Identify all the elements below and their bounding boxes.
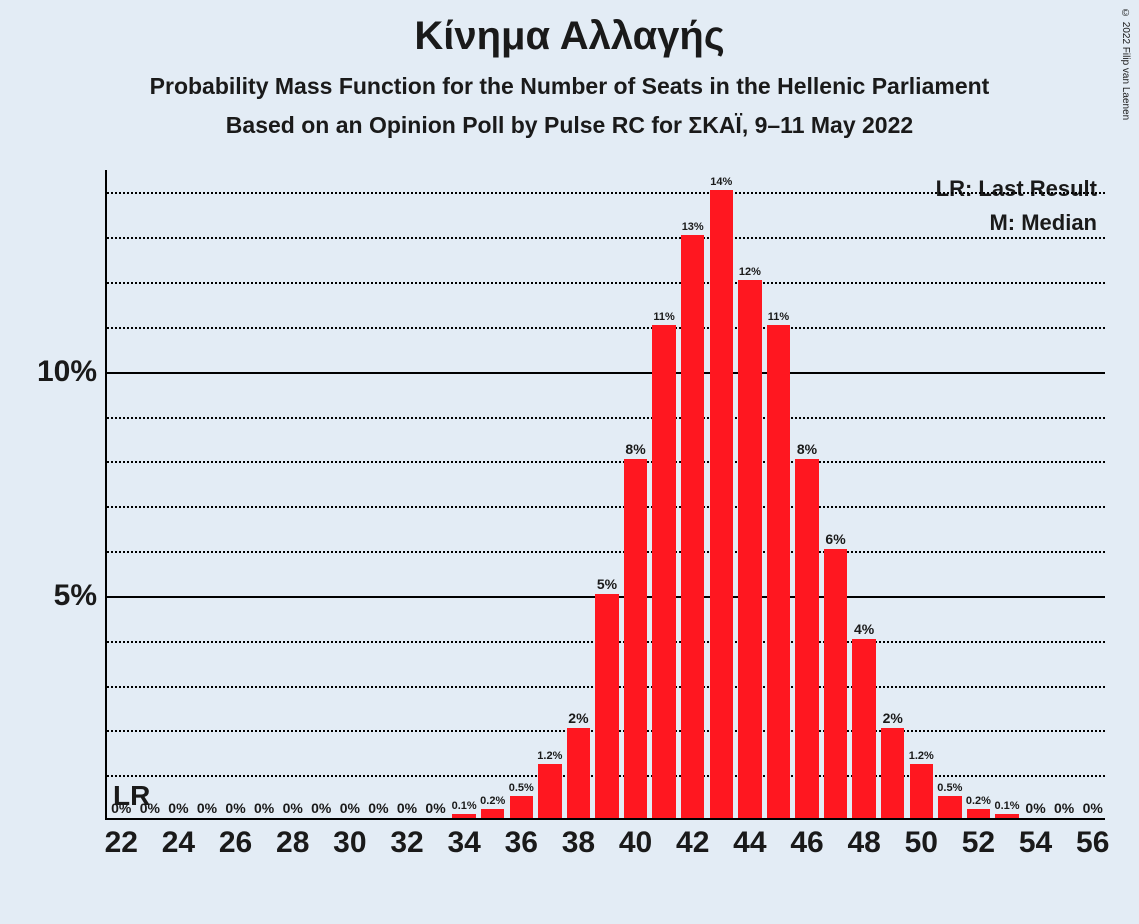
gridline-minor [107, 327, 1105, 329]
gridline-minor [107, 237, 1105, 239]
x-tick-label: 54 [1019, 826, 1052, 860]
bar-value-label: 6% [825, 531, 845, 547]
gridline-minor [107, 192, 1105, 194]
bar: 12% [738, 280, 761, 818]
bar-value-label: 8% [797, 441, 817, 457]
bar: 8% [624, 459, 647, 818]
bar-value-label: 0% [140, 800, 160, 816]
bar: 4% [852, 639, 875, 818]
chart-plot-area: LR: Last Result M: Median LR M 5%10%0%0%… [105, 170, 1105, 820]
bar-value-label: 0% [283, 800, 303, 816]
chart-subtitle-2: Based on an Opinion Poll by Pulse RC for… [0, 112, 1139, 139]
legend-median: M: Median [989, 210, 1097, 236]
bar: 0.5% [510, 796, 533, 818]
bar-value-label: 2% [568, 710, 588, 726]
bar-value-label: 11% [653, 311, 674, 323]
bar: 11% [652, 325, 675, 818]
bar-value-label: 0% [111, 800, 131, 816]
bar-value-label: 0.5% [509, 782, 534, 794]
bar-value-label: 0% [225, 800, 245, 816]
bar-value-label: 14% [710, 176, 732, 188]
x-tick-label: 38 [562, 826, 595, 860]
bar: 8% [795, 459, 818, 818]
bar: 2% [881, 728, 904, 818]
bar-value-label: 0% [1025, 800, 1045, 816]
x-tick-label: 22 [105, 826, 138, 860]
bar-value-label: 0% [254, 800, 274, 816]
x-tick-label: 50 [905, 826, 938, 860]
bar-value-label: 0% [168, 800, 188, 816]
gridline-minor [107, 417, 1105, 419]
bar: 11% [767, 325, 790, 818]
x-tick-label: 28 [276, 826, 309, 860]
x-tick-label: 24 [162, 826, 195, 860]
bar-value-label: 0% [311, 800, 331, 816]
bar-value-label: 0% [1054, 800, 1074, 816]
bar: 6% [824, 549, 847, 818]
x-tick-label: 36 [505, 826, 538, 860]
chart-subtitle-1: Probability Mass Function for the Number… [0, 73, 1139, 100]
bar-value-label: 0% [425, 800, 445, 816]
x-tick-label: 26 [219, 826, 252, 860]
bar-value-label: 4% [854, 621, 874, 637]
gridline-minor [107, 506, 1105, 508]
bar-value-label: 0.5% [937, 782, 962, 794]
chart-title: Κίνημα Αλλαγής [0, 0, 1139, 59]
bar-value-label: 11% [768, 311, 789, 323]
bar-value-label: 5% [597, 576, 617, 592]
bar: 14% [710, 190, 733, 818]
bar: 13% [681, 235, 704, 818]
bar-value-label: 13% [682, 221, 704, 233]
copyright-text: © 2022 Filip van Laenen [1120, 8, 1131, 120]
gridline-major [107, 372, 1105, 374]
bar: 5% [595, 594, 618, 818]
bar: 0.2% [481, 809, 504, 818]
bar: 0.1% [995, 814, 1018, 818]
x-tick-label: 52 [962, 826, 995, 860]
x-tick-label: 40 [619, 826, 652, 860]
bar: 0.5% [938, 796, 961, 818]
x-tick-label: 48 [847, 826, 880, 860]
bar-value-label: 0% [340, 800, 360, 816]
x-tick-label: 56 [1076, 826, 1109, 860]
bar-value-label: 0.2% [966, 795, 991, 807]
bar-value-label: 0% [197, 800, 217, 816]
y-tick-label: 10% [37, 355, 107, 389]
x-tick-label: 42 [676, 826, 709, 860]
bar-value-label: 2% [883, 710, 903, 726]
bar-value-label: 0% [1083, 800, 1103, 816]
gridline-minor [107, 551, 1105, 553]
bar-value-label: 0% [397, 800, 417, 816]
x-tick-label: 46 [790, 826, 823, 860]
bar: 1.2% [910, 764, 933, 818]
x-tick-label: 32 [390, 826, 423, 860]
legend-lr: LR: Last Result [936, 176, 1097, 202]
bar-value-label: 1.2% [537, 750, 562, 762]
bar-value-label: 12% [739, 266, 761, 278]
bar-value-label: 0.2% [480, 795, 505, 807]
bar: 2% [567, 728, 590, 818]
x-tick-label: 30 [333, 826, 366, 860]
x-tick-label: 34 [447, 826, 480, 860]
bar: 1.2% [538, 764, 561, 818]
x-tick-label: 44 [733, 826, 766, 860]
bar-value-label: 0% [368, 800, 388, 816]
bar-value-label: 1.2% [909, 750, 934, 762]
y-tick-label: 5% [54, 579, 107, 613]
bar: 0.2% [967, 809, 990, 818]
bar: 0.1% [452, 814, 475, 818]
gridline-minor [107, 282, 1105, 284]
bar-value-label: 8% [625, 441, 645, 457]
bar-value-label: 0.1% [452, 800, 477, 812]
gridline-minor [107, 461, 1105, 463]
bar-value-label: 0.1% [994, 800, 1019, 812]
